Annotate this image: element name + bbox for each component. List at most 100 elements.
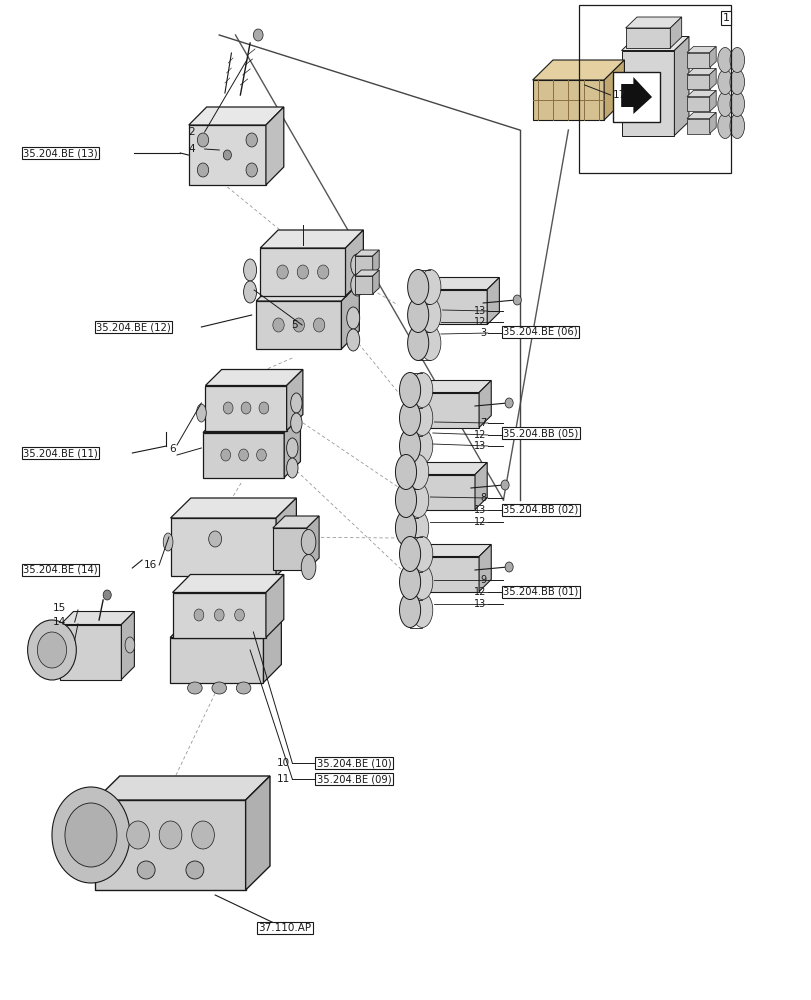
Text: 12: 12: [474, 430, 486, 440]
Polygon shape: [625, 28, 670, 48]
Ellipse shape: [163, 533, 173, 551]
Text: 35.204.BE (06): 35.204.BE (06): [503, 327, 577, 337]
Ellipse shape: [411, 592, 432, 628]
Text: 11: 11: [277, 774, 290, 784]
Polygon shape: [345, 230, 363, 296]
Polygon shape: [205, 386, 286, 430]
Polygon shape: [341, 283, 358, 349]
Polygon shape: [61, 611, 134, 624]
Ellipse shape: [607, 68, 625, 108]
Bar: [612, 72, 659, 122]
Ellipse shape: [286, 458, 298, 478]
Ellipse shape: [350, 274, 363, 296]
Polygon shape: [709, 91, 715, 111]
Text: 5: 5: [290, 320, 297, 330]
Ellipse shape: [411, 429, 432, 464]
Polygon shape: [256, 283, 358, 301]
Ellipse shape: [395, 483, 416, 518]
Text: 10: 10: [277, 758, 290, 768]
Polygon shape: [422, 290, 487, 324]
Ellipse shape: [186, 861, 204, 879]
Ellipse shape: [419, 269, 440, 304]
Polygon shape: [709, 112, 715, 133]
Polygon shape: [307, 516, 319, 570]
Text: 13: 13: [474, 441, 486, 451]
Text: 35.204.BE (13): 35.204.BE (13): [23, 148, 97, 158]
Polygon shape: [189, 125, 266, 185]
Polygon shape: [686, 75, 709, 89]
Polygon shape: [625, 17, 681, 28]
Circle shape: [234, 609, 244, 621]
Ellipse shape: [399, 429, 420, 464]
Circle shape: [297, 265, 308, 279]
Polygon shape: [284, 417, 300, 478]
Text: 12: 12: [474, 517, 486, 527]
Ellipse shape: [301, 554, 315, 580]
Polygon shape: [474, 462, 487, 510]
Polygon shape: [272, 528, 307, 570]
Polygon shape: [414, 393, 478, 428]
Polygon shape: [122, 611, 134, 680]
Ellipse shape: [729, 113, 744, 138]
Ellipse shape: [125, 637, 135, 653]
Polygon shape: [487, 277, 499, 324]
Polygon shape: [670, 17, 681, 48]
Circle shape: [194, 609, 204, 621]
Text: 2: 2: [188, 127, 195, 137]
Polygon shape: [96, 800, 245, 890]
Circle shape: [214, 609, 224, 621]
Polygon shape: [414, 544, 491, 556]
Ellipse shape: [196, 404, 206, 422]
Polygon shape: [709, 47, 715, 68]
Polygon shape: [276, 498, 296, 576]
Text: 35.204.BB (01): 35.204.BB (01): [503, 587, 578, 597]
Text: 1: 1: [722, 13, 729, 23]
Text: 17: 17: [612, 90, 625, 100]
Polygon shape: [686, 97, 709, 111]
Ellipse shape: [187, 682, 202, 694]
Polygon shape: [205, 369, 303, 386]
Polygon shape: [620, 77, 651, 114]
Polygon shape: [354, 256, 372, 274]
Polygon shape: [532, 80, 603, 120]
Polygon shape: [621, 36, 689, 50]
Circle shape: [313, 318, 324, 332]
Ellipse shape: [717, 92, 732, 116]
Polygon shape: [410, 462, 487, 475]
Ellipse shape: [407, 454, 428, 489]
Circle shape: [238, 449, 248, 461]
Text: 15: 15: [53, 603, 66, 613]
Polygon shape: [414, 556, 478, 591]
Text: 7: 7: [479, 418, 486, 428]
Polygon shape: [686, 112, 715, 118]
Text: 12: 12: [474, 587, 486, 597]
Text: 4: 4: [188, 144, 195, 154]
Polygon shape: [203, 417, 300, 433]
Ellipse shape: [243, 281, 256, 303]
Ellipse shape: [286, 438, 298, 458]
Ellipse shape: [399, 372, 420, 408]
Ellipse shape: [717, 70, 732, 95]
Text: 8: 8: [479, 493, 486, 503]
Polygon shape: [354, 250, 379, 256]
Circle shape: [241, 402, 251, 414]
Ellipse shape: [395, 510, 416, 546]
Ellipse shape: [729, 70, 744, 95]
Polygon shape: [96, 776, 269, 800]
Circle shape: [246, 163, 257, 177]
Ellipse shape: [407, 298, 428, 332]
Polygon shape: [170, 638, 263, 683]
Circle shape: [127, 821, 149, 849]
Circle shape: [277, 265, 288, 279]
Polygon shape: [170, 518, 276, 576]
Circle shape: [293, 318, 304, 332]
Ellipse shape: [717, 47, 732, 73]
Ellipse shape: [346, 307, 359, 329]
Ellipse shape: [399, 564, 420, 599]
Polygon shape: [354, 276, 372, 294]
Ellipse shape: [407, 269, 428, 304]
Polygon shape: [686, 91, 715, 97]
Text: 35.204.BE (10): 35.204.BE (10): [316, 758, 391, 768]
Ellipse shape: [236, 682, 251, 694]
Ellipse shape: [346, 329, 359, 351]
